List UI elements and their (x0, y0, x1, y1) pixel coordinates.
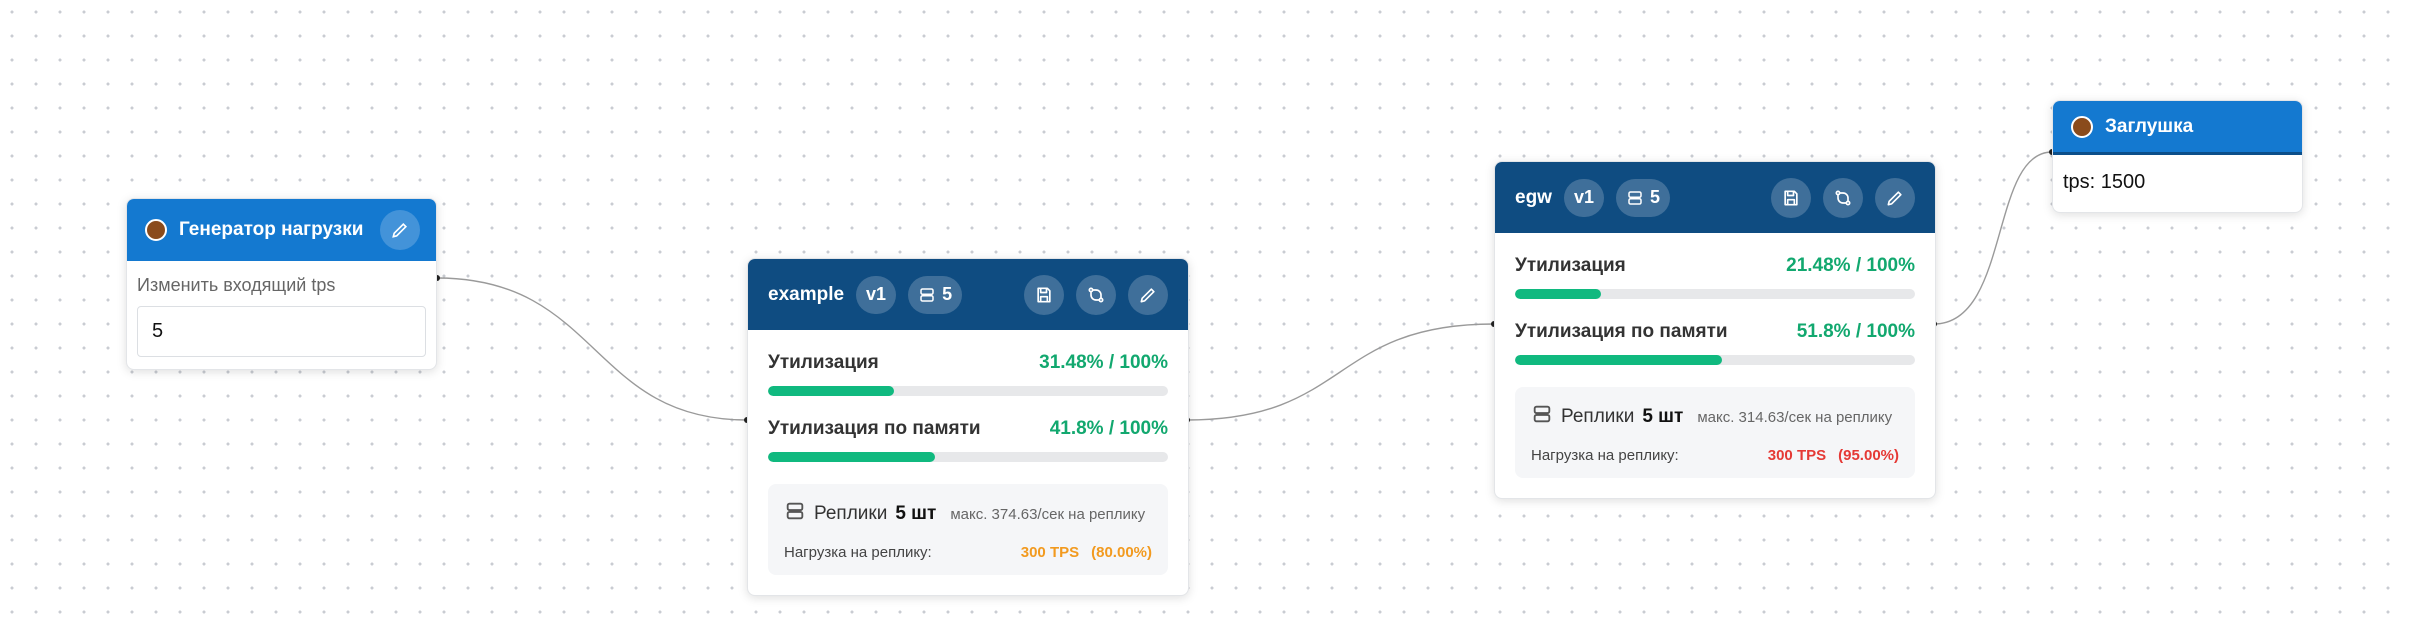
stub-node[interactable]: Заглушка tps: 1500 (2052, 100, 2303, 213)
replicas-label: Реплики (1561, 406, 1635, 427)
metric-row: Утилизация по памяти 51.8% / 100% (1515, 321, 1915, 343)
service-node[interactable]: egw v1 5 Утилизация 21.48% / 100% Утилизация … (1494, 161, 1936, 499)
metric-value: 41.8% / 100% (1049, 418, 1168, 439)
load-pct: (95.00%) (1838, 447, 1899, 464)
actions (1771, 177, 1915, 218)
max-rate: макс. 374.63/сек на реплику (950, 505, 1146, 523)
progress-track (1515, 289, 1915, 299)
load-line: Нагрузка на реплику: 300 TPS (80.00%) (784, 544, 1152, 561)
deploy-button[interactable] (1823, 177, 1863, 218)
save-button[interactable] (1771, 177, 1811, 218)
status-dot (145, 219, 167, 241)
replicas-count: 5 шт (895, 503, 937, 524)
replicas-badge-count: 5 (942, 284, 953, 304)
actions (1024, 274, 1168, 315)
save-button[interactable] (1024, 274, 1064, 315)
node-title: Заглушка (2105, 115, 2194, 137)
load-label: Нагрузка на реплику: (1531, 447, 1679, 464)
metric-label: Утилизация (1515, 255, 1626, 276)
replicas-box: Реплики 5 шт макс. 374.63/сек на реплику На… (768, 484, 1168, 575)
node-header: egw v1 5 (1495, 162, 1935, 233)
tps-input[interactable]: 5 (137, 306, 426, 357)
progress-fill (768, 386, 894, 396)
replicas-label: Реплики (814, 503, 888, 524)
node-body: Утилизация 21.48% / 100% Утилизация по пам… (1495, 233, 1935, 498)
metric-row: Утилизация 21.48% / 100% (1515, 255, 1915, 277)
load-pct: (80.00%) (1091, 544, 1152, 561)
status-dot (2071, 115, 2093, 138)
load-label: Нагрузка на реплику: (784, 544, 932, 561)
edit-button[interactable] (1875, 177, 1915, 218)
load-value: 300 TPS (80.00%) (1021, 544, 1152, 561)
replicas-box: Реплики 5 шт макс. 314.63/сек на реплику На… (1515, 387, 1915, 478)
version-badge: v1 (1563, 178, 1604, 217)
progress-track (1515, 355, 1915, 365)
metric-label: Утилизация по памяти (768, 418, 981, 439)
service-name: egw (1515, 186, 1552, 208)
progress-fill (1515, 289, 1601, 299)
replicas-line: Реплики 5 шт макс. 374.63/сек на реплику (784, 500, 1152, 528)
max-rate: макс. 314.63/сек на реплику (1697, 408, 1893, 426)
version-badge: v1 (856, 275, 897, 314)
replicas-badge: 5 (908, 275, 963, 314)
stub-body: tps: 1500 (2063, 171, 2146, 193)
edge (1933, 151, 2053, 325)
metric-value: 21.48% / 100% (1786, 255, 1915, 276)
service-name: example (768, 283, 845, 305)
handle[interactable] (434, 275, 440, 281)
load-tps: 300 TPS (1767, 447, 1827, 464)
node-header: example v1 5 (748, 259, 1188, 330)
metric-row: Утилизация 31.48% / 100% (768, 352, 1168, 374)
replicas-icon (784, 500, 806, 528)
load-value: 300 TPS (95.00%) (1768, 447, 1899, 464)
progress-track (768, 452, 1168, 462)
progress-fill (1515, 355, 1723, 365)
load-tps: 300 TPS (1020, 544, 1080, 561)
metric-row: Утилизация по памяти 41.8% / 100% (768, 418, 1168, 440)
node-header: Заглушка (2053, 101, 2302, 155)
generator-node[interactable]: Генератор нагрузки Изменить входящий tps… (126, 198, 437, 370)
metric-label: Утилизация (768, 352, 879, 373)
load-line: Нагрузка на реплику: 300 TPS (95.00%) (1531, 447, 1899, 464)
replicas-badge: 5 (1615, 178, 1670, 217)
node-body: Утилизация 31.48% / 100% Утилизация по пам… (748, 330, 1188, 595)
edit-button[interactable] (380, 210, 420, 250)
metric-value: 31.48% / 100% (1039, 352, 1168, 373)
service-node[interactable]: example v1 5 Утилизация 31.48% / 100% Утилиза… (747, 258, 1189, 596)
metric-value: 51.8% / 100% (1796, 321, 1915, 342)
edge (436, 277, 748, 421)
node-header: Генератор нагрузки (127, 199, 436, 261)
replicas-icon (1531, 403, 1553, 431)
field-label: Изменить входящий tps (137, 275, 336, 295)
edit-button[interactable] (1128, 274, 1168, 315)
progress-fill (768, 452, 936, 462)
replicas-badge-count: 5 (1649, 187, 1660, 207)
replicas-line: Реплики 5 шт макс. 314.63/сек на реплику (1531, 403, 1899, 431)
replicas-count: 5 шт (1642, 406, 1684, 427)
deploy-button[interactable] (1076, 274, 1116, 315)
edge (1186, 323, 1495, 421)
progress-track (768, 386, 1168, 396)
metric-label: Утилизация по памяти (1515, 321, 1728, 342)
node-title: Генератор нагрузки (179, 219, 364, 240)
